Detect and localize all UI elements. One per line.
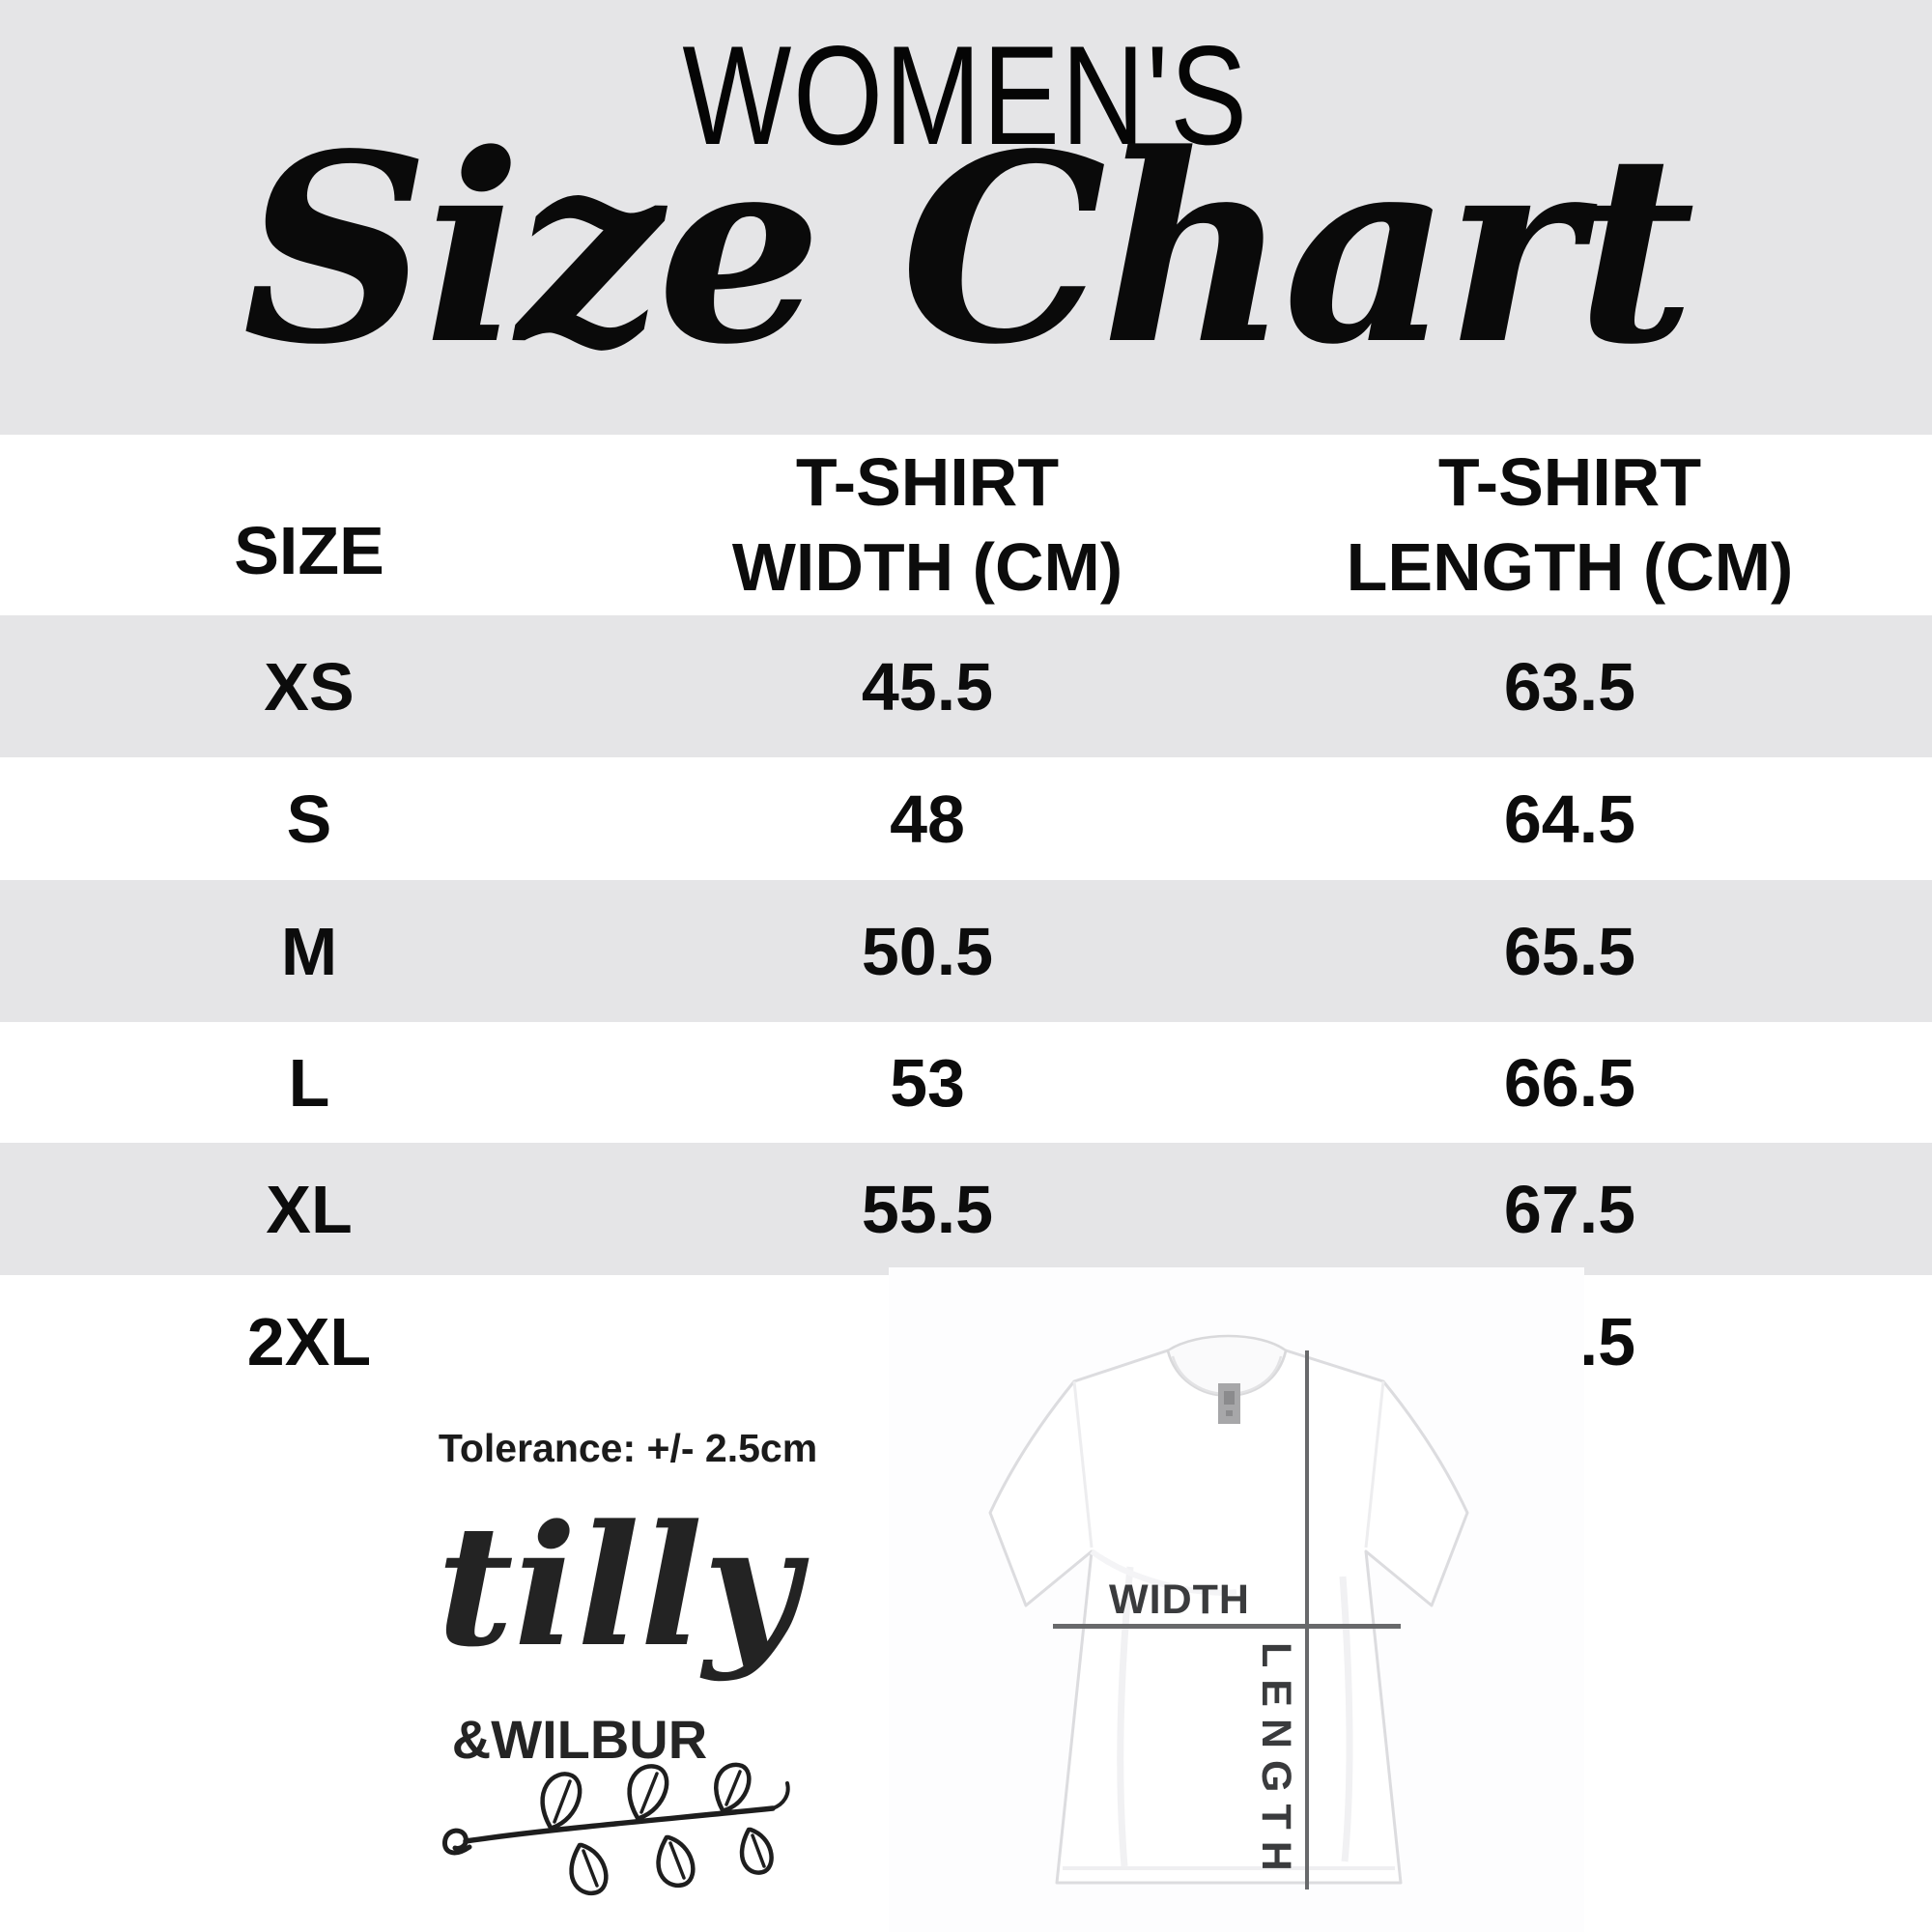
tshirt-photo-panel xyxy=(889,1267,1584,1932)
width-cell: 45.5 xyxy=(861,648,994,724)
length-cell: 64.5 xyxy=(1503,781,1636,857)
table-row-l: L 53 66.5 xyxy=(0,1022,1932,1143)
width-cell: 50.5 xyxy=(861,913,994,989)
length-cell: 66.5 xyxy=(1503,1044,1636,1121)
tshirt-icon xyxy=(988,1334,1469,1885)
length-cell: 65.5 xyxy=(1503,913,1636,989)
table-row-xs: XS 45.5 63.5 xyxy=(0,615,1932,757)
column-header-width-line1: T-SHIRT xyxy=(795,444,1060,520)
column-header-length-line1: T-SHIRT xyxy=(1437,444,1702,520)
size-cell: XS xyxy=(264,648,355,724)
length-cell: 63.5 xyxy=(1503,648,1636,724)
leaf-branch-icon xyxy=(441,1762,790,1895)
column-header-length: T-SHIRT LENGTH (CM) xyxy=(1236,440,1903,610)
size-cell: L xyxy=(288,1044,330,1121)
column-header-length-line2: LENGTH (CM) xyxy=(1346,529,1794,605)
width-cell: 48 xyxy=(890,781,965,857)
tolerance-note: Tolerance: +/- 2.5cm xyxy=(438,1426,818,1470)
size-cell: 2XL xyxy=(246,1304,372,1379)
size-cell: S xyxy=(286,781,332,857)
width-cell: 53 xyxy=(890,1044,965,1121)
table-row-xl: XL 55.5 67.5 xyxy=(0,1143,1932,1275)
width-measure-line xyxy=(1053,1624,1401,1629)
length-measure-line xyxy=(1305,1350,1309,1889)
column-header-width: T-SHIRT WIDTH (CM) xyxy=(618,440,1236,610)
size-cell: M xyxy=(280,913,338,989)
header-category-text: WOMEN'S xyxy=(682,16,1250,174)
width-cell: 55.5 xyxy=(861,1171,994,1247)
column-header-width-line2: WIDTH (CM) xyxy=(731,529,1123,605)
brand-logo-script: tilly xyxy=(437,1488,800,1684)
header-category: WOMEN'S xyxy=(0,25,1932,166)
length-cell: 67.5 xyxy=(1503,1171,1636,1247)
brand-logo-caps: &WILBUR xyxy=(451,1709,708,1770)
column-header-size: SIZE xyxy=(234,513,384,588)
size-cell: XL xyxy=(266,1171,353,1247)
table-row-s: S 48 64.5 xyxy=(0,757,1932,880)
table-row-m: M 50.5 65.5 xyxy=(0,880,1932,1022)
header-banner: WOMEN'S Size Chart xyxy=(0,0,1932,435)
length-label: LENGTH xyxy=(1253,1642,1299,1883)
page-title: Size Chart xyxy=(242,98,1695,402)
width-label: WIDTH xyxy=(1109,1577,1250,1623)
